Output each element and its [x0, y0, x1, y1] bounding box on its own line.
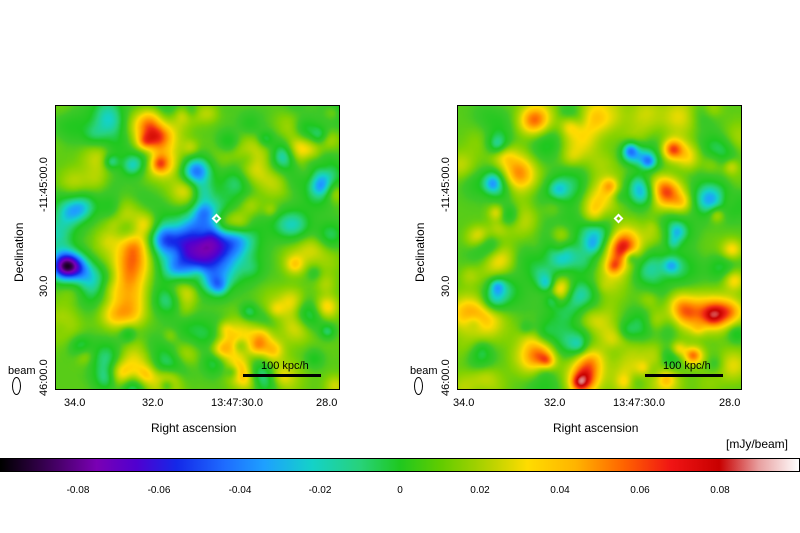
colorbar-tick: 0.08 [710, 485, 730, 496]
left-y-tick: -11:45:00.0 [38, 157, 50, 212]
left-x-tick: 34.0 [64, 397, 86, 409]
left-sz-map: 100 kpc/h [55, 105, 340, 390]
colorbar-tick: 0.06 [630, 485, 650, 496]
left-y-tick: 30.0 [38, 275, 50, 297]
right-y-tick: 30.0 [440, 275, 452, 297]
right-scale-bar [645, 374, 723, 377]
colorbar-tick: 0.02 [470, 485, 490, 496]
left-x-tick: 32.0 [142, 397, 164, 409]
right-x-axis-label: Right ascension [553, 421, 639, 435]
colorbar-tick: -0.02 [308, 485, 332, 496]
right-sz-map: 100 kpc/h [457, 105, 742, 390]
left-y-axis-label: Declination [12, 222, 26, 282]
left-x-axis-label: Right ascension [151, 421, 237, 435]
right-x-tick: 28.0 [719, 397, 741, 409]
colorbar [0, 458, 800, 472]
right-scale-label: 100 kpc/h [663, 360, 711, 372]
right-y-tick: -11:45:00.0 [440, 157, 452, 212]
colorbar-tick: 0.04 [550, 485, 570, 496]
colorbar-tick: -0.04 [228, 485, 252, 496]
right-x-tick: 32.0 [544, 397, 566, 409]
left-x-tick: 13:47:30.0 [211, 397, 263, 409]
right-beam-label: beam [410, 365, 438, 377]
left-beam-label: beam [8, 365, 36, 377]
right-map-image [458, 106, 741, 389]
colorbar-unit: [mJy/beam] [725, 437, 788, 451]
left-beam-ellipse-icon [12, 377, 21, 395]
left-scale-label: 100 kpc/h [261, 360, 309, 372]
right-y-tick: 46:00.0 [440, 359, 452, 396]
left-map-image [56, 106, 339, 389]
colorbar-tick: -0.06 [147, 485, 171, 496]
left-y-tick: 46:00.0 [38, 359, 50, 396]
left-x-tick: 28.0 [316, 397, 338, 409]
right-beam-ellipse-icon [414, 377, 423, 395]
right-y-axis-label: Declination [413, 222, 427, 282]
colorbar-tick: -0.08 [66, 485, 90, 496]
left-scale-bar [243, 374, 321, 377]
right-x-tick: 34.0 [453, 397, 475, 409]
colorbar-tick: 0 [397, 485, 403, 496]
right-x-tick: 13:47:30.0 [613, 397, 665, 409]
